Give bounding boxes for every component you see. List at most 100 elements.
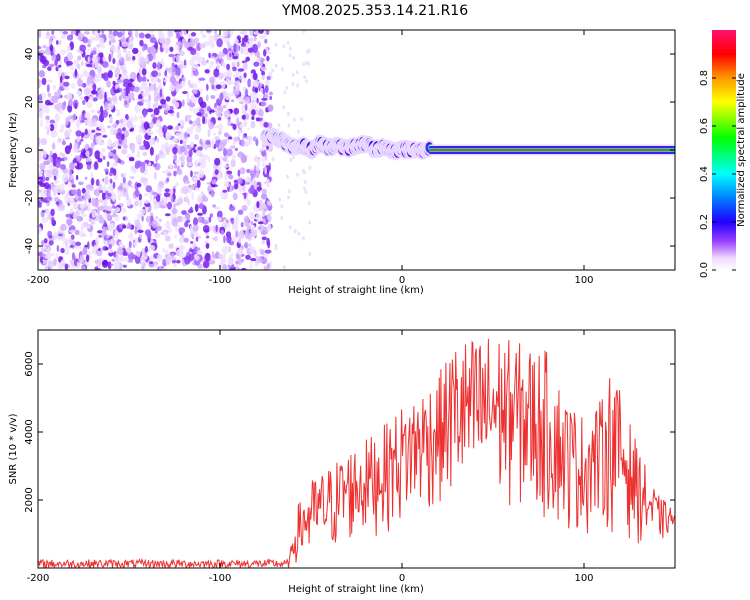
noise-speckle xyxy=(118,30,121,33)
noise-speckle xyxy=(256,97,259,104)
noise-speckle xyxy=(110,263,114,267)
noise-speckle xyxy=(73,141,79,151)
noise-speckle xyxy=(91,208,97,218)
noise-speckle xyxy=(50,129,58,139)
noise-speckle xyxy=(238,230,245,239)
noise-speckle xyxy=(189,102,196,108)
noise-speckle xyxy=(158,218,162,222)
noise-speckle xyxy=(155,216,159,220)
noise-speckle xyxy=(250,99,256,103)
noise-speckle xyxy=(158,36,166,44)
noise-speckle xyxy=(154,200,158,205)
noise-speckle xyxy=(79,96,84,100)
noise-speckle xyxy=(260,193,268,200)
noise-speckle xyxy=(78,230,85,238)
noise-speckle xyxy=(60,49,67,55)
noise-speckle xyxy=(158,180,165,189)
noise-speckle xyxy=(143,99,150,103)
noise-speckle xyxy=(213,107,217,112)
noise-speckle xyxy=(42,150,47,159)
noise-speckle xyxy=(139,234,142,239)
noise-speckle xyxy=(89,96,94,101)
noise-speckle xyxy=(176,32,181,40)
noise-speckle xyxy=(135,250,141,257)
noise-speckle xyxy=(191,94,195,99)
noise-speckle xyxy=(218,141,225,150)
noise-speckle xyxy=(43,238,48,244)
noise-speckle xyxy=(126,202,131,207)
noise-speckle xyxy=(190,170,193,178)
noise-speckle xyxy=(223,181,230,188)
noise-speckle xyxy=(282,265,286,270)
noise-speckle xyxy=(197,216,203,223)
noise-speckle xyxy=(173,203,176,213)
noise-speckle xyxy=(173,170,177,177)
noise-speckle xyxy=(47,66,52,72)
noise-speckle xyxy=(38,70,46,78)
noise-speckle xyxy=(165,235,171,242)
noise-speckle xyxy=(85,157,92,163)
noise-speckle xyxy=(222,157,228,162)
noise-speckle xyxy=(262,218,267,224)
noise-speckle xyxy=(67,167,70,176)
noise-speckle xyxy=(115,84,120,88)
noise-speckle xyxy=(137,75,143,83)
noise-speckle xyxy=(101,44,106,49)
noise-speckle xyxy=(94,150,101,160)
noise-speckle xyxy=(38,164,41,168)
noise-speckle xyxy=(83,31,90,35)
noise-speckle xyxy=(274,63,278,68)
noise-speckle xyxy=(113,210,117,216)
noise-speckle xyxy=(157,61,161,71)
noise-speckle xyxy=(140,254,146,263)
noise-speckle xyxy=(230,145,236,149)
noise-speckle xyxy=(190,32,197,37)
noise-speckle xyxy=(103,220,107,226)
noise-speckle xyxy=(132,56,136,61)
noise-speckle xyxy=(102,61,109,68)
noise-speckle xyxy=(51,216,55,225)
noise-speckle xyxy=(261,240,265,244)
noise-speckle xyxy=(134,255,141,264)
noise-speckle xyxy=(114,230,119,235)
noise-speckle xyxy=(264,93,269,99)
noise-speckle xyxy=(60,223,67,231)
noise-speckle xyxy=(163,132,166,138)
noise-speckle xyxy=(179,145,186,153)
noise-speckle xyxy=(150,47,157,55)
colorbar-tick-label: 0.8 xyxy=(699,70,710,86)
noise-speckle xyxy=(141,215,144,222)
noise-speckle xyxy=(69,161,75,171)
noise-speckle xyxy=(252,43,258,54)
noise-speckle xyxy=(198,77,206,81)
noise-speckle xyxy=(293,229,297,234)
noise-speckle xyxy=(252,224,256,231)
noise-speckle xyxy=(62,31,68,35)
noise-speckle xyxy=(149,194,153,202)
noise-speckle xyxy=(186,155,193,164)
noise-speckle xyxy=(229,205,236,212)
noise-speckle xyxy=(195,150,202,157)
noise-speckle xyxy=(217,99,222,104)
noise-speckle xyxy=(214,169,219,176)
noise-speckle xyxy=(190,70,194,78)
noise-speckle xyxy=(167,125,174,130)
noise-speckle xyxy=(208,259,216,265)
noise-speckle xyxy=(100,55,103,65)
noise-speckle xyxy=(106,192,112,197)
noise-speckle xyxy=(86,164,92,170)
noise-speckle xyxy=(204,69,210,74)
noise-speckle xyxy=(62,86,69,89)
noise-speckle xyxy=(82,246,88,256)
noise-speckle xyxy=(111,95,118,102)
noise-speckle xyxy=(122,216,126,221)
noise-speckle xyxy=(252,136,257,142)
noise-speckle xyxy=(212,204,217,208)
noise-speckle xyxy=(122,118,128,127)
noise-speckle xyxy=(158,72,162,77)
noise-speckle xyxy=(255,117,261,122)
noise-speckle xyxy=(170,195,174,203)
noise-speckle xyxy=(214,136,220,141)
noise-speckle xyxy=(116,108,120,118)
noise-speckle xyxy=(199,43,206,49)
